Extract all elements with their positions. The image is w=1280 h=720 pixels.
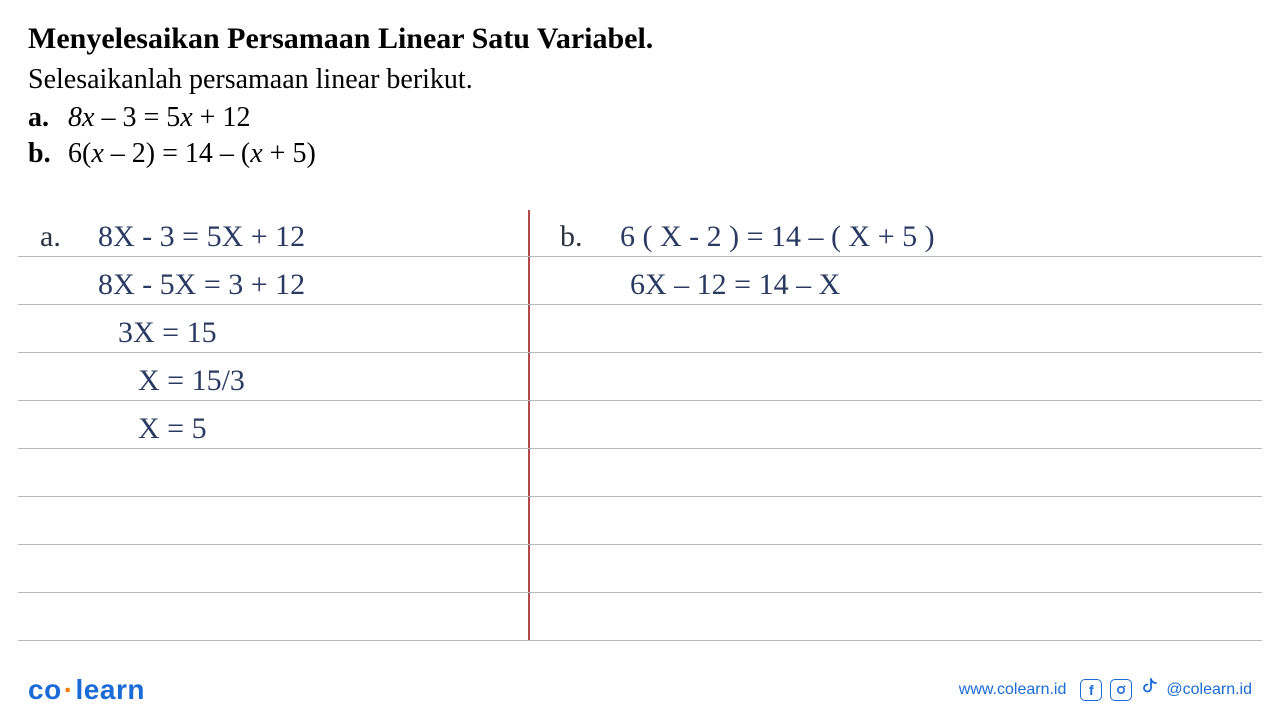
footer-bar: co·learn www.colearn.id f @colearn.id (0, 660, 1280, 720)
problem-a-equation: 8x – 3 = 5x + 12 (68, 102, 250, 134)
ruled-line (18, 640, 1262, 641)
tiktok-icon (1140, 677, 1158, 703)
ruled-line (18, 544, 1262, 545)
problem-b: b. 6(x – 2) = 14 – (x + 5) (28, 138, 1252, 170)
logo-co: co (28, 674, 62, 705)
logo-learn: learn (76, 674, 145, 705)
work-a-label: a. (40, 222, 61, 252)
work-a-line-0: 8X - 3 = 5X + 12 (98, 222, 305, 252)
work-a-line-1: 8X - 5X = 3 + 12 (98, 270, 305, 300)
ruled-line (18, 352, 1262, 353)
work-a-line-4: X = 5 (138, 414, 207, 444)
footer-handle: @colearn.id (1166, 681, 1252, 699)
ruled-line (18, 496, 1262, 497)
problem-a: a. 8x – 3 = 5x + 12 (28, 102, 1252, 134)
instagram-icon (1110, 679, 1132, 701)
ruled-line (18, 256, 1262, 257)
work-b-label: b. (560, 222, 583, 252)
ruled-line (18, 592, 1262, 593)
work-b-line-1: 6X – 12 = 14 – X (630, 270, 840, 300)
brand-logo: co·learn (28, 674, 145, 706)
problem-b-equation: 6(x – 2) = 14 – (x + 5) (68, 138, 316, 170)
work-a-line-2: 3X = 15 (118, 318, 217, 348)
logo-dot: · (62, 674, 76, 705)
ruled-line (18, 448, 1262, 449)
problem-b-label: b. (28, 138, 68, 170)
footer-right: www.colearn.id f @colearn.id (959, 677, 1252, 703)
social-icons: f @colearn.id (1080, 677, 1252, 703)
worksheet-area: a. 8X - 3 = 5X + 12 8X - 5X = 3 + 12 3X … (0, 208, 1280, 650)
header-block: Menyelesaikan Persamaan Linear Satu Vari… (0, 0, 1280, 170)
work-a-line-3: X = 15/3 (138, 366, 245, 396)
vertical-separator (528, 210, 530, 640)
work-b-line-0: 6 ( X - 2 ) = 14 – ( X + 5 ) (620, 222, 935, 252)
footer-url: www.colearn.id (959, 681, 1067, 699)
facebook-icon: f (1080, 679, 1102, 701)
instruction-text: Selesaikanlah persamaan linear berikut. (28, 64, 1252, 96)
problem-a-label: a. (28, 102, 68, 134)
ruled-line (18, 400, 1262, 401)
ruled-line (18, 304, 1262, 305)
page-title: Menyelesaikan Persamaan Linear Satu Vari… (28, 22, 1252, 56)
